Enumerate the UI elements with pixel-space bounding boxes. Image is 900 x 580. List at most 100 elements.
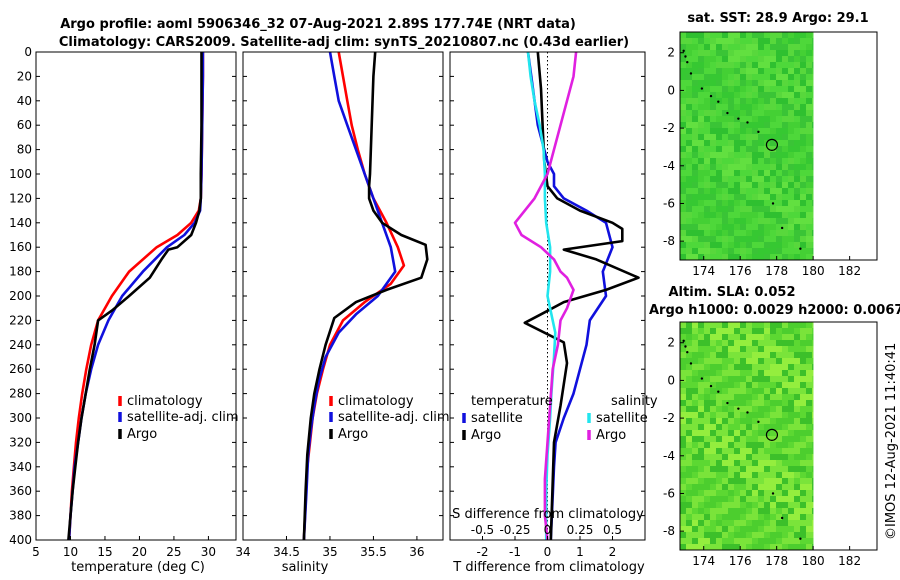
sla-map-ytick-label: -2 [663, 411, 675, 425]
sst-map-cell [692, 242, 699, 249]
sla-map-cell [758, 418, 765, 425]
sst-map-cell [764, 170, 771, 177]
sla-map-cell [692, 406, 699, 413]
sla-map-cell [806, 502, 813, 509]
sla-map-cell [746, 490, 753, 497]
sst-map-cell [734, 92, 741, 99]
sst-map-cell [770, 188, 777, 195]
sst-map-cell [692, 206, 699, 213]
sla-map-cell [746, 382, 753, 389]
sla-map-cell [740, 538, 747, 545]
sst-map-cell [692, 80, 699, 87]
sla-map-cell [788, 394, 795, 401]
sst-map-cell [782, 32, 789, 39]
sla-map-cell [680, 322, 687, 329]
depth-tick-label: 400 [9, 533, 32, 547]
sla-map-cell [692, 358, 699, 365]
sst-map-cell [758, 98, 765, 105]
sla-map-cell [746, 538, 753, 545]
sla-map-cell [746, 388, 753, 395]
sst-map-cell [794, 182, 801, 189]
sla-map-cell [758, 322, 765, 329]
figure-title-line1: Argo profile: aoml 5906346_32 07-Aug-202… [60, 17, 576, 32]
sla-map-cell [698, 490, 705, 497]
sla-map-cell [758, 394, 765, 401]
sst-map-cell [728, 116, 735, 123]
sla-map-cell [686, 406, 693, 413]
sst-map-cell [740, 158, 747, 165]
sst-map-cell [698, 224, 705, 231]
sla-map-cell [794, 352, 801, 359]
sst-map-cell [776, 254, 783, 261]
sst-map-cell [716, 248, 723, 255]
sla-map-cell [698, 334, 705, 341]
sla-map-cell [794, 538, 801, 545]
sla-map-cell [680, 478, 687, 485]
sla-map-cell [698, 472, 705, 479]
sst-map-cell [746, 140, 753, 147]
sla-map-cell [698, 388, 705, 395]
sst-map-cell [776, 134, 783, 141]
sla-map-cell [686, 466, 693, 473]
sst-map-cell [776, 62, 783, 69]
sst-map-cell [698, 170, 705, 177]
sst-map-cell [722, 152, 729, 159]
sla-map-cell [752, 490, 759, 497]
sla-map-cell [698, 544, 705, 551]
sst-map-cell [800, 242, 807, 249]
sla-map-cell [752, 376, 759, 383]
sst-map-cell [734, 44, 741, 51]
sst-map-cell [776, 170, 783, 177]
sst-map-cell [758, 50, 765, 57]
sla-map-cell [746, 322, 753, 329]
sla-map-cell [728, 328, 735, 335]
sla-map-cell [710, 376, 717, 383]
sst-map-cell [794, 212, 801, 219]
sla-map-cell [794, 502, 801, 509]
sst-map-ytick-label: -8 [663, 234, 675, 248]
sla-map-cell [776, 340, 783, 347]
sst-map-cell [770, 194, 777, 201]
sla-map-cell [716, 514, 723, 521]
sst-map-cell [734, 224, 741, 231]
sla-map-cell [686, 346, 693, 353]
sla-map-cell [692, 526, 699, 533]
sst-map-cell [782, 68, 789, 75]
sla-map-cell [680, 472, 687, 479]
sla-map-cell [806, 442, 813, 449]
sla-map-cell [764, 352, 771, 359]
sst-map-cell [728, 110, 735, 117]
sla-map-cell [686, 418, 693, 425]
sst-map-cell [788, 254, 795, 261]
sla-map-cell [782, 322, 789, 329]
sla-map-cell [740, 478, 747, 485]
sst-map-cell [764, 176, 771, 183]
sst-map-cell [758, 206, 765, 213]
sst-map-cell [752, 56, 759, 63]
sst-map-cell [734, 134, 741, 141]
sla-map-cell [788, 412, 795, 419]
sla-map-cell [764, 514, 771, 521]
sla-map-cell [770, 436, 777, 443]
sla-map-cell [704, 454, 711, 461]
difference-legend-t-argo-label: Argo [471, 428, 501, 443]
sla-map-cell [704, 448, 711, 455]
sla-map-cell [746, 418, 753, 425]
sst-map-cell [752, 218, 759, 225]
sst-map-cell [740, 254, 747, 261]
sst-map-cell [776, 116, 783, 123]
sla-map-cell [812, 346, 814, 353]
sst-map-cell [740, 218, 747, 225]
sla-map-cell [734, 418, 741, 425]
sla-map-cell [686, 484, 693, 491]
sla-map-cell [704, 418, 711, 425]
sst-map-cell [800, 38, 807, 45]
sst-map-cell [746, 116, 753, 123]
sst-map-cell [746, 134, 753, 141]
sla-map-cell [710, 526, 717, 533]
sst-map-cell [794, 164, 801, 171]
sla-map-cell [788, 334, 795, 341]
sst-map-cell [734, 200, 741, 207]
sst-map-cell [704, 194, 711, 201]
sla-map-cell [752, 328, 759, 335]
